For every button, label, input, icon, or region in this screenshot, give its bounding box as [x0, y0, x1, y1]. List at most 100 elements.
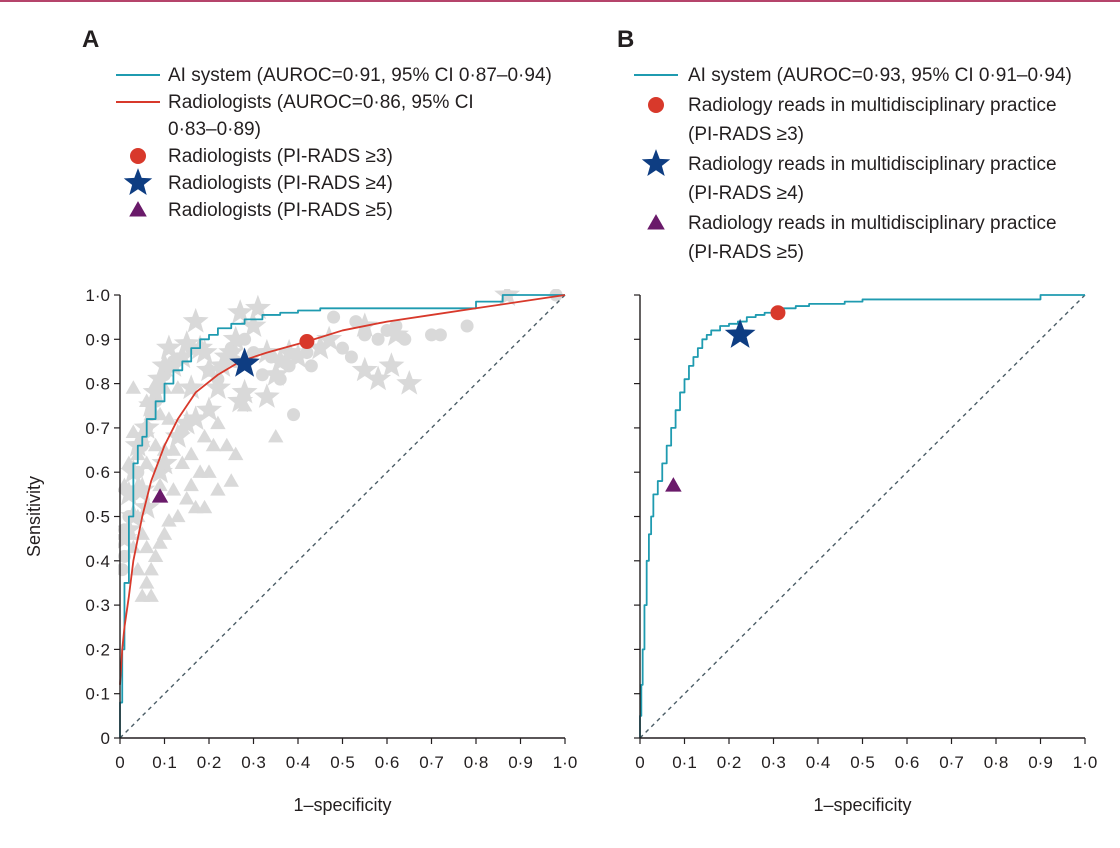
bg-triangle-point: [223, 473, 239, 487]
legend-circle-marker: [130, 148, 146, 164]
panel-label: B: [617, 26, 634, 53]
bg-triangle-point: [161, 411, 177, 425]
bg-circle-point: [433, 328, 447, 342]
series-line: [639, 294, 1085, 738]
bg-star-point: [151, 449, 178, 475]
bg-star-point: [196, 356, 222, 382]
legend-triangle-marker: [129, 201, 147, 217]
x-tick-label: 0·7: [939, 753, 964, 772]
bg-triangle-point: [147, 548, 164, 563]
x-tick-label: 0·6: [375, 753, 400, 772]
legend-label: Radiologists (PI-RADS ≥3): [168, 146, 393, 167]
bg-triangle-point: [210, 482, 226, 496]
legend-star-marker: [641, 149, 671, 176]
legend-item: Radiology reads in multidisciplinary pra…: [641, 149, 1057, 204]
legend-label: Radiology reads in multidisciplinary pra…: [688, 213, 1057, 234]
x-tick-label: 0·1: [152, 753, 177, 772]
x-tick-label: 0·8: [464, 753, 489, 772]
bg-star-point: [267, 347, 294, 373]
bg-triangle-point: [134, 588, 150, 602]
bg-star-point: [365, 365, 392, 391]
bg-triangle-point: [152, 535, 168, 549]
bg-star-point: [351, 312, 378, 337]
bg-star-point: [142, 378, 169, 404]
legend-item: Radiologists (AUROC=0·86, 95% CI 0·83–0·8…: [116, 92, 474, 140]
operating-point-triangle: [665, 477, 682, 492]
bg-triangle-point: [143, 561, 159, 576]
x-tick-label: 0·3: [241, 753, 266, 772]
bg-triangle-point: [139, 455, 155, 470]
bg-star-point: [307, 334, 334, 360]
bg-circle-point: [118, 563, 129, 577]
bg-star-point: [222, 325, 249, 351]
series-line: [119, 294, 566, 685]
y-tick-label: 0·1: [85, 685, 110, 704]
bg-triangle-point: [170, 380, 186, 394]
bg-triangle-point: [170, 508, 186, 523]
bg-triangle-point: [118, 477, 133, 492]
bg-triangle-point: [139, 539, 155, 554]
bg-triangle-point: [179, 490, 195, 505]
bg-circle-point: [371, 332, 385, 346]
bg-triangle-point: [156, 442, 173, 456]
legend-label: Radiology reads in multidisciplinary pra…: [688, 95, 1057, 116]
bg-triangle-point: [268, 428, 284, 443]
x-tick-label: 0·7: [419, 753, 444, 772]
bg-triangle-point: [147, 375, 164, 390]
bg-star-point: [253, 338, 280, 364]
bg-star-point: [227, 387, 254, 413]
legend-label: Radiologists (PI-RADS ≥4): [168, 173, 393, 194]
bg-triangle-point: [125, 424, 142, 438]
x-tick-label: 0: [635, 753, 644, 772]
bg-star-point: [164, 423, 191, 448]
legend-label: 0·83–0·89): [168, 119, 261, 140]
bg-circle-point: [336, 341, 349, 355]
y-tick-label: 0: [101, 729, 110, 748]
bg-triangle-point: [165, 482, 182, 496]
bg-triangle-point: [183, 477, 199, 492]
legend-star-marker: [123, 168, 153, 195]
legend-item: Radiology reads in multidisciplinary pra…: [647, 213, 1057, 263]
bg-star-point: [245, 294, 271, 320]
y-tick-label: 0·5: [85, 508, 110, 527]
y-tick-label: 0·2: [85, 640, 110, 659]
bg-star-point: [129, 476, 156, 501]
legend-label: Radiologists (AUROC=0·86, 95% CI: [168, 92, 474, 113]
bg-star-point: [262, 361, 289, 386]
bg-triangle-point: [201, 464, 217, 478]
x-tick-label: 0·6: [895, 753, 920, 772]
x-tick-label: 0·4: [806, 753, 831, 772]
bg-star-point: [129, 423, 156, 448]
bg-star-point: [209, 352, 236, 377]
bg-triangle-point: [205, 437, 222, 452]
bg-star-point: [173, 330, 200, 355]
bg-star-point: [182, 405, 209, 431]
bg-star-point: [182, 307, 209, 333]
chance-diagonal: [119, 294, 566, 739]
bg-triangle-point: [174, 420, 190, 434]
operating-point-star: [724, 318, 756, 348]
legend-label: (PI-RADS ≥4): [688, 183, 804, 204]
bg-triangle-point: [174, 455, 190, 470]
bg-circle-point: [287, 408, 301, 422]
bg-star-point: [276, 338, 303, 364]
axes: 0 0·1 0·2 0·3 0·4 0·5 0·6 0·7 0·8 0·9 1·0: [634, 294, 1097, 772]
legend-item: Radiologists (PI-RADS ≥3): [130, 146, 393, 167]
x-tick-label: 0·3: [761, 753, 786, 772]
bg-triangle-point: [183, 446, 199, 461]
y-axis-label: Sensitivity: [24, 476, 44, 557]
bg-circle-point: [255, 368, 269, 382]
x-tick-label: 0·9: [1028, 753, 1053, 772]
x-tick-label: 0·5: [850, 753, 875, 772]
legend-item: Radiology reads in multidisciplinary pra…: [648, 95, 1057, 145]
chance-diagonal: [639, 294, 1086, 739]
bg-star-point: [169, 343, 196, 369]
legend-label: Radiologists (PI-RADS ≥5): [168, 200, 393, 221]
bg-star-point: [124, 432, 151, 457]
bg-star-point: [151, 352, 178, 377]
x-tick-label: 0: [115, 753, 124, 772]
bg-star-point: [118, 480, 142, 506]
legend: AI system (AUROC=0·93, 95% CI 0·91–0·94)…: [634, 65, 1072, 263]
x-tick-label: 0·1: [672, 753, 697, 772]
x-tick-label: 0·2: [197, 753, 222, 772]
